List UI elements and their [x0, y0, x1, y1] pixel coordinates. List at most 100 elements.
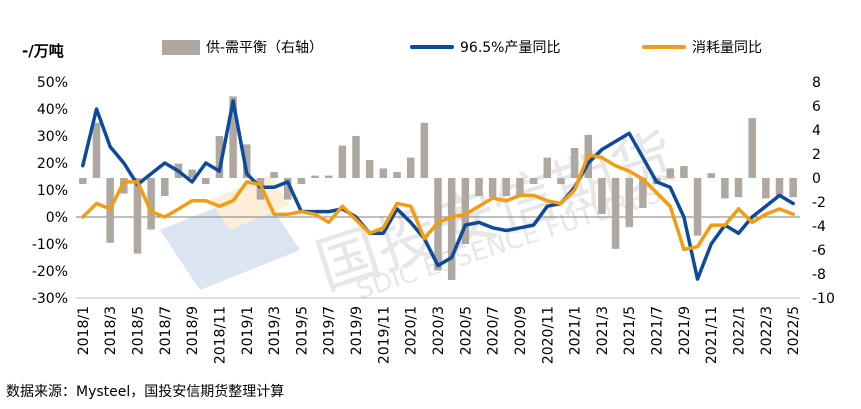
x-tick-label: 2022/1 — [732, 306, 748, 355]
bar-balance — [133, 178, 142, 254]
y-right-tick-label: -6 — [812, 243, 826, 259]
legend-swatch-blue — [410, 45, 454, 49]
x-tick-label: 2018/7 — [158, 306, 174, 355]
y-left-tick-label: -20% — [32, 264, 68, 280]
x-tick-label: 2021/1 — [568, 306, 584, 355]
y-left-tick-label: 0% — [46, 210, 68, 226]
x-tick-label: 2020/9 — [513, 306, 529, 355]
source-note: 数据来源：Mysteel，国投安信期货整理计算 — [6, 384, 285, 400]
x-tick-label: 2020/7 — [486, 306, 502, 355]
y-left-tick-label: -10% — [32, 237, 68, 253]
bar-balance — [229, 96, 237, 178]
bar-balance — [283, 178, 292, 200]
bar-balance — [270, 172, 278, 178]
bar-balance — [406, 157, 415, 178]
legend-swatch-orange — [642, 45, 686, 49]
y-left-tick-label: 40% — [37, 102, 68, 118]
bar-balance — [420, 122, 429, 178]
bar-balance — [393, 172, 401, 178]
y-right-tick-label: -10 — [812, 291, 835, 307]
axes: -30% -20% -10% 0% 10% 20% 30% 40% 50% -10 -8 -6 -4 -2… — [32, 75, 835, 364]
bar-balance — [202, 178, 210, 184]
legend: 供-需平衡（右轴） 96.5%产量同比 消耗量同比 — [0, 34, 861, 56]
bar-balance — [611, 178, 620, 249]
y-left-tick-label: 30% — [37, 129, 68, 145]
bar-balance — [147, 178, 155, 230]
line-output-yoy — [81, 99, 795, 281]
x-tick-label: 2021/11 — [704, 306, 720, 364]
bar-balance — [775, 178, 784, 198]
bar-balance — [379, 168, 388, 178]
bar-balance — [707, 173, 715, 178]
y-right-tick-label: 8 — [812, 75, 821, 91]
bar-balance — [79, 178, 87, 184]
x-tick-label: 2019/5 — [294, 306, 310, 355]
bar-balance — [461, 178, 470, 244]
bar-balance — [338, 145, 347, 178]
x-tick-label: 2019/3 — [267, 306, 283, 355]
unit-label: -/万吨 — [22, 42, 64, 60]
bar-balance — [488, 178, 497, 198]
bar-balance — [557, 178, 565, 184]
bar-balance — [92, 122, 101, 178]
y-right-tick-label: -8 — [812, 267, 826, 283]
watermark-logo-shape — [160, 190, 300, 290]
bar-balance — [693, 178, 702, 236]
bar-balance — [215, 136, 224, 178]
bar-balance — [666, 168, 674, 178]
x-tick-label: 2020/3 — [431, 306, 447, 355]
x-tick-label: 2018/11 — [212, 306, 228, 364]
x-tick-label: 2019/1 — [240, 306, 256, 355]
x-tick-label: 2020/11 — [540, 306, 556, 364]
x-tick-label: 2018/3 — [103, 306, 119, 355]
bar-balance — [570, 148, 579, 178]
y-right-tick-label: -4 — [812, 219, 826, 235]
bar-balance — [721, 178, 729, 199]
x-tick-label: 2018/5 — [130, 306, 146, 355]
legend-item-consumption: 消耗量同比 — [642, 37, 762, 57]
y-right-tick-label: 6 — [812, 99, 821, 115]
x-tick-label: 2022/5 — [786, 306, 802, 355]
x-tick-label: 2019/7 — [322, 306, 338, 355]
y-left-tick-label: 10% — [37, 183, 68, 199]
line-consumption-yoy — [81, 153, 795, 252]
bar-balance — [680, 166, 688, 178]
x-tick-label: 2022/3 — [759, 306, 775, 355]
x-tick-label: 2020/5 — [458, 306, 474, 355]
x-tick-label: 2021/7 — [650, 306, 666, 355]
x-tick-label: 2018/1 — [76, 306, 92, 355]
bar-balance — [242, 144, 251, 178]
bar-balance — [598, 178, 606, 214]
y-left-tick-label: 50% — [37, 75, 68, 91]
bar-balance — [762, 178, 770, 199]
legend-item-balance: 供-需平衡（右轴） — [162, 37, 323, 57]
y-left-tick-label: 20% — [37, 156, 68, 172]
x-tick-label: 2019/11 — [376, 306, 392, 364]
bar-balance — [120, 178, 128, 194]
bar-balance — [516, 178, 524, 196]
x-tick-label: 2020/1 — [404, 306, 420, 355]
bar-balance — [475, 178, 483, 196]
bar-balance — [748, 118, 756, 178]
bar-balance — [625, 178, 634, 228]
legend-swatch-bar — [162, 39, 200, 55]
legend-label-consumption: 消耗量同比 — [692, 40, 762, 56]
legend-label-balance: 供-需平衡（右轴） — [206, 40, 324, 56]
bar-balance — [161, 178, 169, 196]
y-right-tick-label: 2 — [812, 147, 821, 163]
bar-balance — [502, 178, 511, 196]
bar-balance — [311, 175, 319, 178]
y-right-tick-label: 4 — [812, 123, 821, 139]
legend-item-output: 96.5%产量同比 — [410, 37, 560, 57]
x-tick-label: 2018/9 — [185, 306, 201, 355]
bar-balance — [639, 178, 647, 208]
y-right-tick-label: -2 — [812, 195, 826, 211]
bar-balance — [529, 178, 538, 184]
x-tick-label: 2021/3 — [595, 306, 611, 355]
legend-label-output: 96.5%产量同比 — [460, 40, 561, 56]
bar-balance — [543, 157, 552, 178]
y-right-tick-label: 0 — [812, 171, 821, 187]
bar-balance — [789, 178, 797, 198]
bar-balance — [297, 178, 306, 184]
